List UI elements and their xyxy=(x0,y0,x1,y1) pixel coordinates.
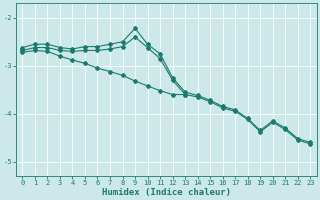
X-axis label: Humidex (Indice chaleur): Humidex (Indice chaleur) xyxy=(102,188,231,197)
